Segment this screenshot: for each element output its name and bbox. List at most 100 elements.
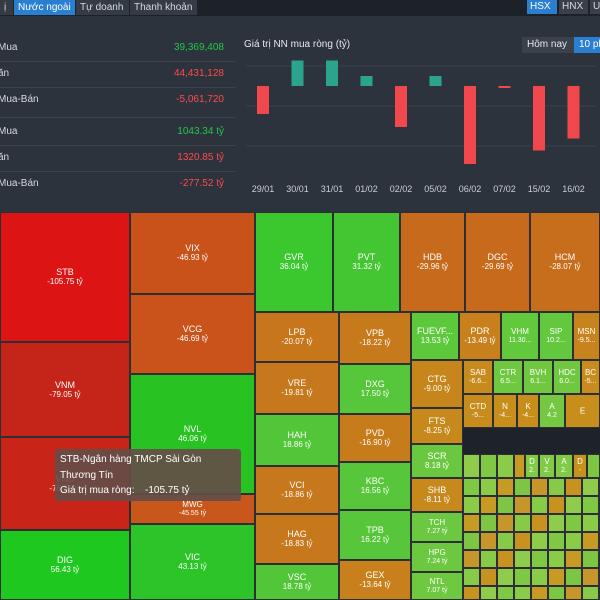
treemap-cell-gex[interactable]: GEX -13.64 tỷ [339,560,411,600]
chart-bar-16-02[interactable] [567,86,580,139]
treemap-cell-tpb[interactable]: TPB 16.22 tỷ [339,510,411,560]
treemap-cell-minor[interactable] [480,532,497,550]
treemap-cell-minor[interactable] [531,550,548,568]
treemap-cell-stb[interactable]: STB -105.75 tỷ [0,212,130,342]
treemap-cell-minor[interactable] [548,514,565,532]
treemap-cell-minor[interactable] [497,568,514,586]
treemap-cell-hdb[interactable]: HDB -29.96 tỷ [400,212,465,312]
treemap-cell-hdc[interactable]: HDC 6.0... [553,360,581,394]
treemap-cell-vix[interactable]: VIX -46.93 tỷ [130,212,255,294]
treemap-cell-minor[interactable] [480,478,497,496]
treemap-cell-d[interactable]: D 2. [525,454,539,478]
treemap-cell-minor[interactable] [497,532,514,550]
treemap-cell-minor[interactable] [565,514,582,532]
exchange-hsx-button[interactable]: HSX [527,0,557,14]
treemap-cell-minor[interactable] [565,532,582,550]
chart-bar-05-02[interactable] [429,76,442,86]
tab-overview[interactable]: ị [0,0,14,15]
treemap-cell-minor[interactable] [514,478,531,496]
treemap-cell-dig[interactable]: DIG 56.43 tỷ [0,530,130,600]
treemap-cell-minor[interactable] [565,496,582,514]
treemap-cell-minor[interactable] [582,514,599,532]
treemap-cell-minor[interactable] [582,586,599,600]
treemap-cell-minor[interactable] [565,478,582,496]
treemap-cell-minor[interactable] [514,454,525,478]
treemap-cell-minor[interactable] [582,496,599,514]
treemap-cell-vhm[interactable]: VHM 11.30... [501,312,539,360]
treemap-cell-minor[interactable] [463,496,480,514]
treemap-cell-minor[interactable] [497,454,514,478]
treemap-cell-vic[interactable]: VIC 43.13 tỷ [130,524,255,600]
treemap-cell-minor[interactable] [480,454,497,478]
chart-bar-01-02[interactable] [360,76,373,86]
treemap-cell-minor[interactable] [497,586,514,600]
treemap-cell-sab[interactable]: SAB -6.6... [463,360,493,394]
chart-bar-31-01[interactable] [326,60,338,87]
exchange-hnx-button[interactable]: HNX [559,0,588,14]
chart-bar-30-01[interactable] [291,60,304,87]
treemap-cell-d[interactable]: D- [573,454,587,478]
chart-bar-07-02[interactable] [498,86,511,88]
treemap-cell-minor[interactable] [582,478,599,496]
treemap-cell-minor[interactable] [480,586,497,600]
treemap-cell-vsc[interactable]: VSC 18.78 tỷ [255,564,339,600]
treemap-cell-msn[interactable]: MSN -9.5... [573,312,600,360]
treemap-cell-dgc[interactable]: DGC -29.69 tỷ [465,212,530,312]
treemap-cell-vre[interactable]: VRE -19.81 tỷ [255,362,339,414]
treemap-cell-hpg[interactable]: HPG 7.24 tỷ [411,542,463,572]
treemap-cell-minor[interactable] [531,532,548,550]
treemap-cell-ctr[interactable]: CTR 6.5... [493,360,523,394]
treemap-cell-ntl[interactable]: NTL 7.07 tỷ [411,572,463,600]
treemap-cell-minor[interactable] [480,514,497,532]
chart-bar-29-01[interactable] [257,86,269,114]
treemap-cell-pvd[interactable]: PVD -16.90 tỷ [339,414,411,462]
treemap-cell-vnm[interactable]: VNM -79.05 tỷ [0,342,130,437]
treemap-cell-bc[interactable]: BC -5... [581,360,600,394]
tab-liquidity[interactable]: Thanh khoản [130,0,198,15]
treemap-cell-minor[interactable] [514,568,531,586]
treemap-cell-minor[interactable] [514,532,531,550]
treemap-cell-minor[interactable] [463,568,480,586]
treemap-cell-minor[interactable] [531,478,548,496]
treemap-cell-minor[interactable] [480,496,497,514]
treemap-cell-minor[interactable] [463,478,480,496]
treemap-cell-a[interactable]: A 4.2 [539,394,565,428]
treemap-cell-minor[interactable] [480,568,497,586]
treemap-cell-shb[interactable]: SHB -8.11 tỷ [411,478,463,512]
treemap-cell-gvr[interactable]: GVR 36.04 tỷ [255,212,333,312]
treemap-cell-n[interactable]: N -4... [493,394,517,428]
treemap-cell-ctd[interactable]: CTD -5... [463,394,493,428]
treemap-cell-fuevf[interactable]: FUEVF... 13.53 tỷ [411,312,459,360]
treemap-cell-v[interactable]: V 2. [539,454,555,478]
chart-bar-06-02[interactable] [464,86,476,164]
treemap-cell-vci[interactable]: VCI -18.86 tỷ [255,466,339,514]
treemap-cell-minor[interactable] [565,568,582,586]
tab-proprietary[interactable]: Tự doanh [76,0,130,15]
treemap-cell-minor[interactable] [463,550,480,568]
treemap-cell-ctg[interactable]: CTG -9.00 tỷ [411,360,463,408]
chart-bar-15-02[interactable] [533,86,545,151]
treemap-cell-lpb[interactable]: LPB -20.07 tỷ [255,312,339,362]
treemap-cell-hcm[interactable]: HCM -28.07 tỷ [530,212,600,312]
treemap-cell-minor[interactable] [548,550,565,568]
treemap-cell-minor[interactable] [497,496,514,514]
treemap-cell-minor[interactable] [497,550,514,568]
treemap-cell-dxg[interactable]: DXG 17.50 tỷ [339,364,411,414]
treemap-cell-tch[interactable]: TCH 7.27 tỷ [411,512,463,542]
treemap-cell-hag[interactable]: HAG -18.83 tỷ [255,514,339,564]
treemap-cell-minor[interactable] [497,478,514,496]
treemap-cell-e[interactable]: E [565,394,600,428]
treemap-cell-vcg[interactable]: VCG -46.69 tỷ [130,294,255,374]
treemap-cell-bvh[interactable]: BVH 6.1... [523,360,553,394]
treemap-cell-kbc[interactable]: KBC 16.56 tỷ [339,462,411,510]
treemap-cell-minor[interactable] [514,496,531,514]
treemap-cell-minor[interactable] [587,454,600,478]
treemap-cell-minor[interactable] [548,568,565,586]
treemap-cell-minor[interactable] [514,550,531,568]
treemap-cell-minor[interactable] [565,550,582,568]
treemap-cell-minor[interactable] [463,454,480,478]
treemap-cell-minor[interactable] [463,532,480,550]
treemap-cell-pdr[interactable]: PDR -13.49 tỷ [459,312,501,360]
treemap-cell-a[interactable]: A 2. [555,454,573,478]
treemap-cell-minor[interactable] [582,568,599,586]
